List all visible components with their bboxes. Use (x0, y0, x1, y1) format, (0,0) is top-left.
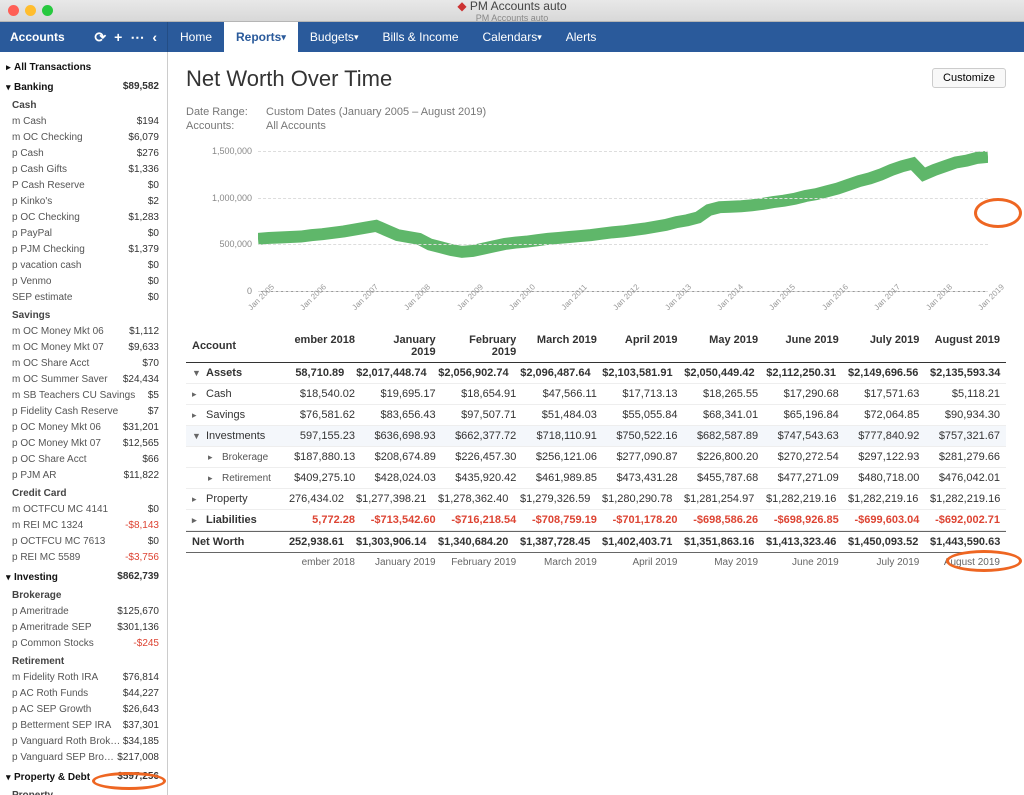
sidebar-row[interactable]: p Betterment SEP IRA$37,301 (0, 718, 167, 734)
sidebar-title: Accounts (10, 30, 65, 44)
table-row[interactable]: ember 2018January 2019February 2019March… (186, 553, 1006, 572)
table-row[interactable]: Net Worth252,938.61$1,303,906.14$1,340,6… (186, 531, 1006, 553)
window-title: ◆ PM Accounts auto PM Accounts auto (0, 0, 1024, 23)
sidebar-row[interactable]: m OCTFCU MC 4141$0 (0, 502, 167, 518)
sidebar-row[interactable]: p Ameritrade$125,670 (0, 604, 167, 620)
sidebar-row[interactable]: m Fidelity Roth IRA$76,814 (0, 670, 167, 686)
sidebar-row[interactable]: m OC Share Acct$70 (0, 356, 167, 372)
sidebar-row[interactable]: p Vanguard Roth Brokerage$34,185 (0, 734, 167, 750)
sidebar-row[interactable]: p Cash$276 (0, 146, 167, 162)
sidebar-row[interactable]: m OC Money Mkt 06$1,112 (0, 324, 167, 340)
nav-budgets[interactable]: Budgets (298, 22, 371, 52)
report-filters: Date Range: Custom Dates (January 2005 –… (186, 106, 1006, 132)
nav-home[interactable]: Home (168, 22, 224, 52)
sidebar-row[interactable]: p OCTFCU MC 7613$0 (0, 534, 167, 550)
sidebar-row[interactable]: p Common Stocks-$245 (0, 636, 167, 652)
nav-calendars[interactable]: Calendars (471, 22, 554, 52)
accounts-filter-value[interactable]: All Accounts (266, 120, 326, 132)
sidebar-row[interactable]: p AC Roth Funds$44,227 (0, 686, 167, 702)
sidebar-row[interactable]: p Vanguard SEP Brokera…$217,008 (0, 750, 167, 766)
sidebar-row[interactable]: p OC Money Mkt 07$12,565 (0, 436, 167, 452)
table-row[interactable]: ▸Brokerage$187,880.13$208,674.89$226,457… (186, 447, 1006, 468)
more-icon[interactable]: ⋯ (130, 29, 144, 46)
sidebar-header: Accounts ⟳ + ⋯ ‹ (0, 22, 168, 52)
sidebar-row[interactable]: Retirement (0, 652, 167, 670)
sidebar-row[interactable]: Property (0, 786, 167, 795)
window-titlebar: ◆ PM Accounts auto PM Accounts auto (0, 0, 1024, 22)
sidebar-row[interactable]: Investing$862,739 (0, 566, 167, 586)
sidebar-row[interactable]: p Fidelity Cash Reserve$7 (0, 404, 167, 420)
sidebar-row[interactable]: Cash (0, 96, 167, 114)
sidebar-row[interactable]: m SB Teachers CU Savings$5 (0, 388, 167, 404)
main-content: Customize Net Worth Over Time Date Range… (168, 52, 1024, 795)
sidebar-row[interactable]: Property & Debt$597,256 (0, 766, 167, 786)
table-row[interactable]: ▸Property276,434.02$1,277,398.21$1,278,3… (186, 489, 1006, 510)
sidebar-row[interactable]: p Ameritrade SEP$301,136 (0, 620, 167, 636)
sidebar-row[interactable]: m OC Money Mkt 07$9,633 (0, 340, 167, 356)
sidebar-row[interactable]: p PJM AR$11,822 (0, 468, 167, 484)
customize-button[interactable]: Customize (932, 68, 1006, 88)
net-worth-chart: 0500,0001,000,0001,500,000 Jan 2005Jan 2… (206, 142, 1006, 312)
table-row[interactable]: ▸Savings$76,581.62$83,656.43$97,507.71$5… (186, 405, 1006, 426)
window-subtitle: PM Accounts auto (0, 13, 1024, 23)
report-title: Net Worth Over Time (186, 66, 1006, 92)
sidebar-row[interactable]: p OC Money Mkt 06$31,201 (0, 420, 167, 436)
collapse-icon[interactable]: ‹ (152, 29, 157, 46)
refresh-icon[interactable]: ⟳ (94, 29, 106, 46)
table-row[interactable]: ▼Investments597,155.23$636,698.93$662,37… (186, 426, 1006, 447)
table-row[interactable]: ▸Cash$18,540.02$19,695.17$18,654.91$47,5… (186, 384, 1006, 405)
date-range-value[interactable]: Custom Dates (January 2005 – August 2019… (266, 106, 486, 118)
accounts-sidebar[interactable]: All TransactionsBanking$89,582Cashm Cash… (0, 52, 168, 795)
sidebar-row[interactable]: m OC Summer Saver$24,434 (0, 372, 167, 388)
sidebar-row[interactable]: p Venmo$0 (0, 274, 167, 290)
sidebar-row[interactable]: P Cash Reserve$0 (0, 178, 167, 194)
sidebar-row[interactable]: p vacation cash$0 (0, 258, 167, 274)
table-row[interactable]: Accountember 2018January 2019February 20… (186, 330, 1006, 363)
date-range-label: Date Range: (186, 106, 266, 118)
sidebar-row[interactable]: p OC Checking$1,283 (0, 210, 167, 226)
sidebar-row[interactable]: Banking$89,582 (0, 76, 167, 96)
add-icon[interactable]: + (114, 29, 122, 46)
sidebar-row[interactable]: p Kinko's$2 (0, 194, 167, 210)
accounts-filter-label: Accounts: (186, 120, 266, 132)
table-row[interactable]: ▸Liabilities5,772.28-$713,542.60-$716,21… (186, 510, 1006, 531)
sidebar-row[interactable]: p PayPal$0 (0, 226, 167, 242)
sidebar-row[interactable]: p Cash Gifts$1,336 (0, 162, 167, 178)
sidebar-row[interactable]: m REI MC 1324-$8,143 (0, 518, 167, 534)
sidebar-row[interactable]: All Transactions (0, 56, 167, 76)
sidebar-row[interactable]: p PJM Checking$1,379 (0, 242, 167, 258)
net-worth-table: Accountember 2018January 2019February 20… (186, 330, 1006, 572)
sidebar-row[interactable]: Brokerage (0, 586, 167, 604)
nav-alerts[interactable]: Alerts (554, 22, 609, 52)
sidebar-row[interactable]: p REI MC 5589-$3,756 (0, 550, 167, 566)
sidebar-row[interactable]: Savings (0, 306, 167, 324)
sidebar-row[interactable]: p AC SEP Growth$26,643 (0, 702, 167, 718)
sidebar-row[interactable]: p OC Share Acct$66 (0, 452, 167, 468)
table-row[interactable]: ▼Assets58,710.89$2,017,448.74$2,056,902.… (186, 363, 1006, 384)
sidebar-row[interactable]: m OC Checking$6,079 (0, 130, 167, 146)
main-nav: Accounts ⟳ + ⋯ ‹ HomeReportsBudgetsBills… (0, 22, 1024, 52)
nav-bills-income[interactable]: Bills & Income (370, 22, 470, 52)
nav-reports[interactable]: Reports (224, 22, 298, 52)
sidebar-row[interactable]: m Cash$194 (0, 114, 167, 130)
nav-items: HomeReportsBudgetsBills & IncomeCalendar… (168, 22, 608, 52)
table-row[interactable]: ▸Retirement$409,275.10$428,024.03$435,92… (186, 468, 1006, 489)
sidebar-row[interactable]: Credit Card (0, 484, 167, 502)
sidebar-row[interactable]: SEP estimate$0 (0, 290, 167, 306)
